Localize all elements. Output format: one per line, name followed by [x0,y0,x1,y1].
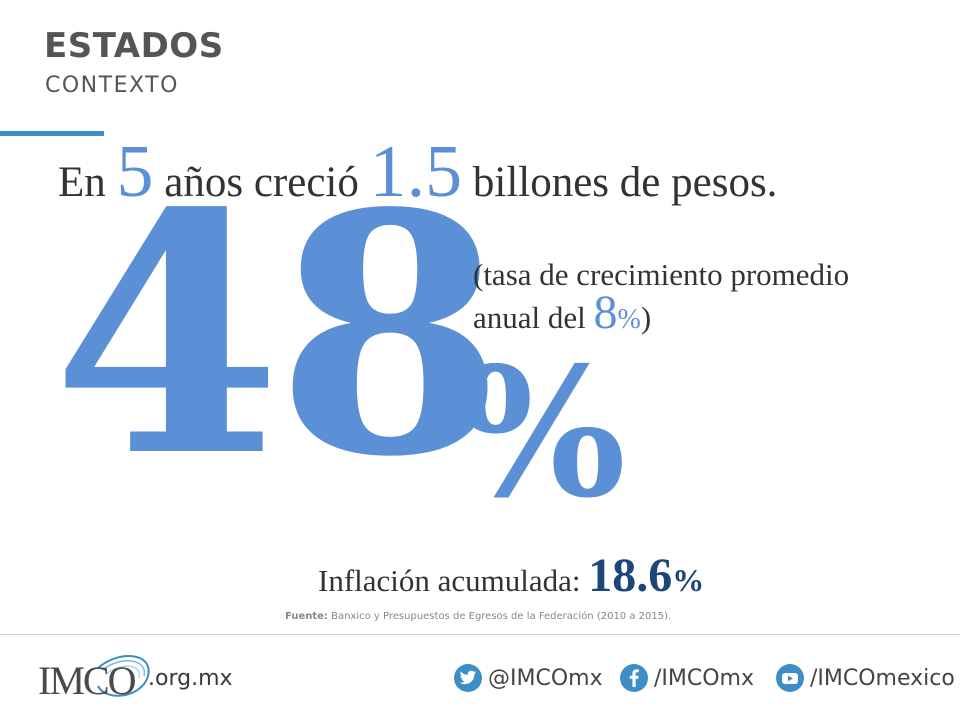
imco-logo-text: IMCO [38,658,136,703]
accent-bar [0,131,104,136]
inflation-line: Inflación acumulada: 18.6% [318,548,704,603]
rate-note-line2: anual del 8%) [473,289,913,339]
twitter-link[interactable]: @IMCOmx [454,664,603,692]
twitter-handle: @IMCOmx [488,665,603,691]
source-label: Fuente: [285,611,328,622]
headline-years: 5 [116,131,154,213]
inflation-label: Inflación acumulada: [318,563,581,598]
main-stat-value: 48 [52,141,505,529]
youtube-icon [776,664,804,692]
headline-part2: años creció [164,159,359,206]
source-note: Fuente: Banxico y Presupuestos de Egreso… [285,611,671,622]
main-stat-unit: % [457,328,627,537]
inflation-unit: % [672,562,705,598]
inflation-value: 18.6 [588,549,673,602]
headline-part3: billones de pesos. [472,159,778,206]
twitter-icon [454,664,482,692]
section-title: ESTADOS [44,26,224,66]
youtube-link[interactable]: /IMCOmexico [776,664,955,692]
footer-divider [0,634,960,635]
rate-note-prefix: anual del [473,300,586,335]
rate-note-close: ) [640,300,652,335]
source-text: Banxico y Presupuestos de Egresos de la … [331,611,672,622]
facebook-icon [620,664,648,692]
headline-part1: En [58,159,106,206]
facebook-handle: /IMCOmx [654,665,755,691]
headline: En 5 años creció 1.5 billones de pesos. [58,132,777,223]
rate-note: (tasa de crecimiento promedio anual del … [473,256,913,339]
facebook-link[interactable]: /IMCOmx [620,664,754,692]
rate-note-line1: (tasa de crecimiento promedio [473,257,850,292]
imco-domain-link[interactable]: .org.mx [148,666,233,691]
rate-value: 8 [593,286,618,339]
imco-logo [97,655,150,697]
headline-amount: 1.5 [369,131,463,213]
youtube-handle: /IMCOmexico [810,665,955,691]
section-subtitle: CONTEXTO [45,73,179,98]
rate-unit: % [617,304,641,335]
